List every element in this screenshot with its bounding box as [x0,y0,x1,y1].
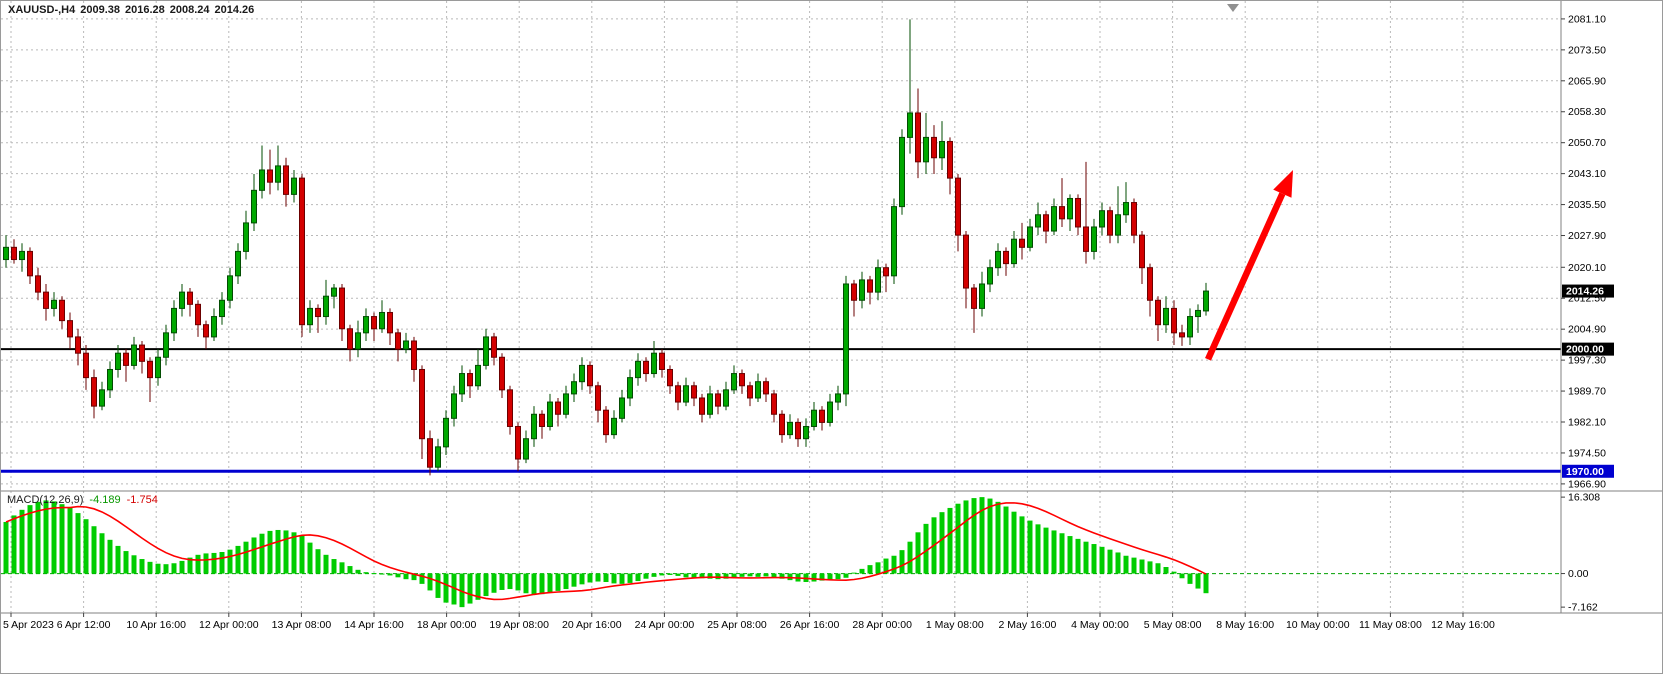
ohlc-low: 2008.24 [169,4,210,16]
macd-name: MACD(12,26,9) [7,494,84,506]
macd-indicator-label: MACD(12,26,9) -4.189 -1.754 [7,494,164,506]
svg-text:25 Apr 08:00: 25 Apr 08:00 [707,619,767,631]
svg-text:12 May 16:00: 12 May 16:00 [1431,619,1495,631]
svg-text:4 May 00:00: 4 May 00:00 [1071,619,1129,631]
svg-text:5 Apr 2023: 5 Apr 2023 [3,619,54,631]
symbol-timeframe: XAUUSD-,H4 [8,4,76,16]
svg-text:2004.90: 2004.90 [1568,324,1606,336]
svg-text:2081.10: 2081.10 [1568,13,1606,25]
svg-text:1966.90: 1966.90 [1568,478,1606,490]
svg-text:1989.70: 1989.70 [1568,386,1606,398]
svg-text:2058.30: 2058.30 [1568,106,1606,118]
trend-arrow[interactable] [1205,169,1293,361]
svg-text:20 Apr 16:00: 20 Apr 16:00 [562,619,622,631]
svg-text:13 Apr 08:00: 13 Apr 08:00 [272,619,332,631]
time-axis[interactable]: 5 Apr 2023 6 Apr 12:00 10 Apr 16:00 12 Apr … [3,613,1495,631]
macd-signal-line [5,502,1207,601]
svg-text:1997.30: 1997.30 [1568,355,1606,367]
svg-text:-7.162: -7.162 [1568,602,1598,614]
ohlc-close: 2014.26 [214,4,255,16]
svg-text:2014.26: 2014.26 [1566,286,1604,298]
svg-text:8 May 16:00: 8 May 16:00 [1216,619,1274,631]
svg-text:14 Apr 16:00: 14 Apr 16:00 [344,619,404,631]
svg-text:6 Apr 12:00: 6 Apr 12:00 [57,619,111,631]
svg-text:0.00: 0.00 [1568,568,1589,580]
svg-text:10 Apr 16:00: 10 Apr 16:00 [126,619,186,631]
svg-text:11 May 08:00: 11 May 08:00 [1359,619,1422,631]
svg-text:2043.10: 2043.10 [1568,168,1606,180]
svg-text:2020.10: 2020.10 [1568,262,1606,274]
ohlc-open: 2009.38 [80,4,120,16]
svg-text:28 Apr 00:00: 28 Apr 00:00 [852,619,912,631]
svg-text:26 Apr 16:00: 26 Apr 16:00 [780,619,840,631]
svg-text:2027.90: 2027.90 [1568,230,1606,242]
svg-text:10 May 00:00: 10 May 00:00 [1286,619,1350,631]
macd-pane [1,497,1561,608]
macd-signal-value: -1.754 [126,494,158,506]
svg-text:1 May 08:00: 1 May 08:00 [926,619,984,631]
ohlc-high: 2016.28 [125,4,165,16]
chart-shift-marker[interactable] [1227,4,1239,12]
pane-borders [1,1,1662,614]
candlesticks [3,19,1209,476]
svg-text:2000.00: 2000.00 [1566,344,1604,356]
svg-text:24 Apr 00:00: 24 Apr 00:00 [635,619,695,631]
svg-text:2 May 16:00: 2 May 16:00 [999,619,1057,631]
svg-text:2035.50: 2035.50 [1568,199,1606,211]
svg-text:5 May 08:00: 5 May 08:00 [1144,619,1202,631]
svg-text:18 Apr 00:00: 18 Apr 00:00 [417,619,477,631]
symbol-ohlc-label: XAUUSD-,H4 2009.38 2016.28 2008.24 2014.26 [8,4,259,16]
svg-text:2073.50: 2073.50 [1568,44,1606,56]
svg-text:12 Apr 00:00: 12 Apr 00:00 [199,619,259,631]
svg-text:1970.00: 1970.00 [1566,466,1604,478]
svg-text:1974.50: 1974.50 [1568,447,1606,459]
svg-text:19 Apr 08:00: 19 Apr 08:00 [489,619,549,631]
svg-text:16.308: 16.308 [1568,492,1600,504]
grid-lines [1,1,1561,613]
svg-text:1982.10: 1982.10 [1568,417,1606,429]
macd-value: -4.189 [89,494,121,506]
svg-text:2065.90: 2065.90 [1568,75,1606,87]
svg-text:2050.70: 2050.70 [1568,137,1606,149]
price-axis-badges: 2000.00 1970.00 2014.26 [1562,284,1614,478]
price-axis[interactable]: 2081.10 2073.50 2065.90 2058.30 2050.70 2043.… [1561,13,1606,614]
